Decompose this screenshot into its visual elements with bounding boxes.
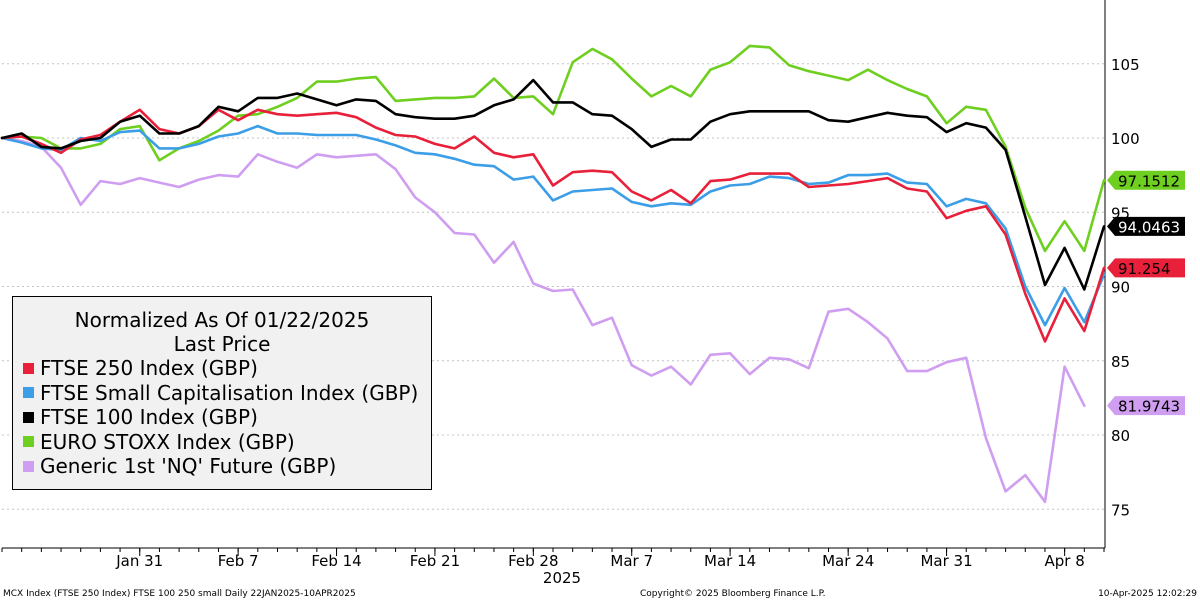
legend-swatch: [23, 411, 34, 423]
y-tick-label: 75: [1111, 501, 1130, 519]
footer-copyright: Copyright© 2025 Bloomberg Finance L.P.: [640, 589, 826, 599]
last-value-label: 94.0463: [1118, 218, 1180, 236]
y-tick-label: 100: [1111, 130, 1140, 148]
legend-label: FTSE Small Capitalisation Index (GBP): [40, 380, 419, 405]
x-tick-label: Mar 31: [920, 552, 972, 570]
y-axis-ticks: 75 80 85 90 95 100 105: [1111, 56, 1140, 520]
series-line-4: [0, 136, 1086, 504]
last-value-label: 91.254: [1118, 260, 1171, 278]
y-tick-label: 95: [1111, 204, 1130, 222]
gridlines: [2, 63, 1105, 510]
x-tick-label: Feb 21: [410, 552, 460, 570]
footer-source: MCX Index (FTSE 250 Index) FTSE 100 250 …: [3, 589, 356, 599]
y-tick-label: 80: [1111, 427, 1130, 445]
last-value-flag-bg: [1107, 216, 1185, 236]
legend-swatch: [23, 362, 34, 374]
legend-swatch: [23, 387, 34, 399]
series-layer: [0, 44, 1106, 504]
legend-item: FTSE Small Capitalisation Index (GBP): [13, 381, 431, 406]
legend-label: FTSE 250 Index (GBP): [40, 356, 258, 380]
x-tick-label: Feb 14: [311, 552, 361, 570]
y-tick-label: 105: [1111, 56, 1140, 74]
x-tick-label: Apr 8: [1045, 552, 1085, 570]
x-tick-label: Feb 7: [218, 552, 259, 570]
legend: Normalized As Of 01/22/2025 Last Price F…: [12, 296, 432, 490]
last-value-label: 81.9743: [1118, 398, 1180, 416]
legend-item: FTSE 250 Index (GBP): [13, 356, 431, 381]
last-value-flag-bg: [1107, 396, 1185, 416]
y-tick-label: 85: [1111, 353, 1130, 371]
last-value-labels: 91.254 94.0463 97.1512 81.9743: [1107, 170, 1185, 416]
x-axis-year-label: 2025: [543, 569, 581, 587]
footer-timestamp: 10-Apr-2025 12:02:29: [1098, 589, 1197, 599]
legend-label: Generic 1st 'NQ' Future (GBP): [40, 454, 337, 478]
x-tick-label: Mar 7: [610, 552, 653, 570]
x-tick-label: Feb 28: [508, 552, 558, 570]
last-value-flag: 97.1512: [1107, 170, 1185, 190]
legend-label: FTSE 100 Index (GBP): [40, 405, 258, 429]
x-tick-label: Mar 24: [822, 552, 874, 570]
legend-item: Generic 1st 'NQ' Future (GBP): [13, 454, 431, 479]
x-tick-label: Jan 31: [115, 552, 163, 570]
legend-item: EURO STOXX Index (GBP): [13, 430, 431, 455]
series-line-1: [0, 124, 1106, 327]
last-value-flag: 81.9743: [1107, 396, 1185, 416]
x-tick-label: Mar 14: [704, 552, 756, 570]
legend-label: EURO STOXX Index (GBP): [40, 429, 295, 454]
legend-swatch: [23, 460, 34, 472]
legend-title: Normalized As Of 01/22/2025: [74, 308, 370, 332]
series-line-2: [0, 78, 1106, 291]
legend-item: FTSE 100 Index (GBP): [13, 405, 431, 430]
last-value-label: 97.1512: [1118, 172, 1180, 190]
last-value-flag: 94.0463: [1107, 216, 1185, 236]
x-axis-ticks: Jan 31 Feb 7 Feb 14 Feb 21 Feb 28 Mar 7 Mar 14…: [115, 548, 1085, 570]
legend-swatch: [23, 436, 34, 448]
last-value-flag-bg: [1107, 258, 1185, 278]
last-value-flag: 91.254: [1107, 258, 1185, 278]
y-tick-label: 90: [1111, 279, 1130, 297]
last-value-flag-bg: [1107, 170, 1185, 190]
legend-subtitle: Last Price: [173, 332, 271, 356]
